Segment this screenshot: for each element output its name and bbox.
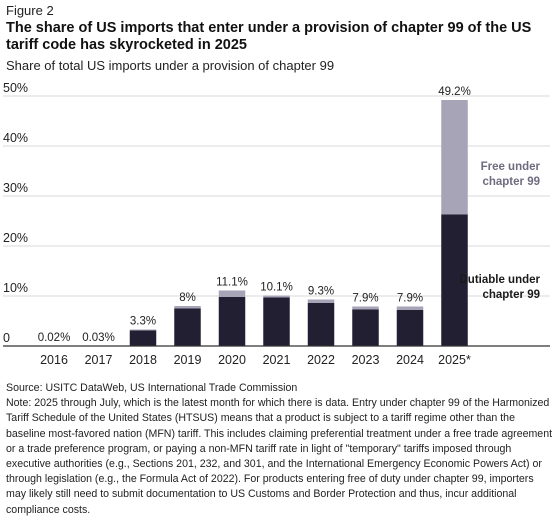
- x-tick-label: 2019: [174, 353, 202, 367]
- x-tick-label: 2018: [129, 353, 157, 367]
- bar-dutiable: [218, 297, 246, 346]
- y-tick-label: 0: [3, 331, 10, 345]
- x-tick-label: 2020: [218, 353, 246, 367]
- data-label: 11.1%: [216, 277, 248, 289]
- y-tick-label: 30%: [3, 181, 28, 195]
- y-tick-label: 10%: [3, 281, 28, 295]
- note-text: Note: 2025 through July, which is the la…: [6, 397, 553, 516]
- legend-free-line2: chapter 99: [482, 176, 540, 188]
- bar-free: [263, 295, 290, 298]
- x-tick-label: 2021: [263, 353, 291, 367]
- bar-dutiable: [441, 214, 468, 346]
- legend-free-line1: Free under: [481, 161, 541, 173]
- y-tick-label: 20%: [3, 231, 28, 245]
- data-label: 0.03%: [82, 332, 115, 344]
- chart-title: The share of US imports that enter under…: [6, 20, 532, 53]
- bar-free: [307, 299, 335, 303]
- legend-dutiable-line1: Dutiable under: [459, 274, 540, 286]
- bar-dutiable: [396, 310, 424, 346]
- data-label: 49.2%: [438, 86, 471, 98]
- data-label: 7.9%: [352, 293, 378, 305]
- bar-dutiable: [307, 303, 335, 346]
- x-tick-label: 2023: [352, 353, 380, 367]
- data-label: 3.3%: [130, 316, 156, 328]
- y-tick-label: 40%: [3, 131, 28, 145]
- bar-dutiable: [352, 309, 379, 346]
- data-label: 8%: [179, 292, 196, 304]
- bar-free: [441, 100, 468, 215]
- y-tick-label: 50%: [3, 81, 28, 95]
- x-tick-label: 2022: [307, 353, 335, 367]
- bar-dutiable: [174, 308, 201, 346]
- bar-free: [218, 290, 246, 297]
- data-label: 9.3%: [308, 286, 334, 298]
- data-label: 7.9%: [397, 293, 423, 305]
- bar-free: [129, 329, 157, 331]
- data-label: 0.02%: [38, 332, 71, 344]
- x-tick-label: 2017: [85, 353, 113, 367]
- source-text: Source: USITC DataWeb, US International …: [6, 382, 298, 394]
- data-label: 10.1%: [260, 282, 293, 294]
- legend-dutiable-line2: chapter 99: [482, 289, 540, 301]
- x-tick-label: 2024: [396, 353, 424, 367]
- chart-footer: Source: USITC DataWeb, US International …: [6, 381, 556, 518]
- bar-dutiable: [263, 297, 290, 346]
- figure-label: Figure 2: [6, 3, 54, 18]
- bar-dutiable: [129, 330, 157, 346]
- bar-chart: 0 10% 20% 30% 40% 50% 0.02% 2016 0.03% 2017 3.3% 20…: [3, 81, 550, 367]
- chart-subtitle: Share of total US imports under a provis…: [6, 58, 335, 73]
- bar-free: [174, 306, 201, 309]
- x-tick-label: 2016: [40, 353, 68, 367]
- x-tick-label: 2025*: [438, 353, 471, 367]
- bar-free: [396, 306, 424, 310]
- bar-free: [352, 306, 379, 310]
